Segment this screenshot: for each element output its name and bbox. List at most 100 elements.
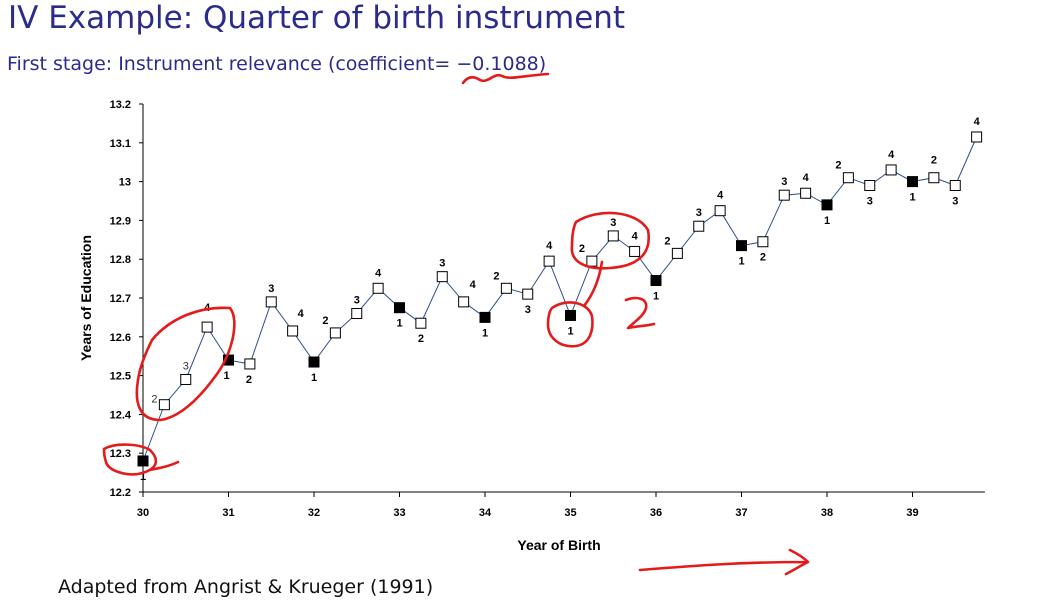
y-tick-label: 12.9 bbox=[110, 215, 131, 227]
quarter-label: 2 bbox=[835, 160, 841, 172]
quarter-marker bbox=[543, 255, 555, 267]
quarter-marker bbox=[842, 172, 854, 184]
x-tick-label: 39 bbox=[906, 507, 918, 519]
quarter-marker bbox=[329, 327, 341, 339]
quarter-marker bbox=[671, 247, 683, 259]
quarter-1-marker bbox=[308, 356, 320, 368]
x-tick-label: 33 bbox=[393, 507, 405, 519]
y-tick-label: 12.8 bbox=[110, 254, 131, 266]
quarter-marker bbox=[522, 288, 534, 300]
quarter-label: 4 bbox=[632, 230, 639, 242]
y-tick-label: 12.6 bbox=[110, 332, 131, 344]
quarter-marker bbox=[714, 205, 726, 217]
circle-1935-q1 bbox=[546, 260, 604, 348]
quarter-label: 4 bbox=[470, 279, 477, 291]
quarter-label: 3 bbox=[610, 217, 616, 229]
quarter-1-marker bbox=[394, 302, 405, 314]
quarter-label: 2 bbox=[664, 235, 670, 247]
quarter-marker bbox=[351, 308, 363, 320]
circle-1930-q1 bbox=[102, 443, 180, 476]
quarter-label: 2 bbox=[493, 270, 499, 282]
y-tick-label: 12.2 bbox=[110, 487, 131, 499]
quarter-label: 1 bbox=[311, 372, 317, 384]
quarter-marker bbox=[265, 296, 277, 308]
quarter-label: 3 bbox=[952, 195, 958, 207]
x-tick-label: 32 bbox=[308, 507, 320, 519]
quarter-label: 4 bbox=[974, 116, 981, 128]
quarter-marker bbox=[778, 189, 790, 201]
quarter-label: 3 bbox=[354, 295, 360, 307]
quarter-label: 3 bbox=[268, 283, 274, 295]
y-tick-label: 12.3 bbox=[110, 448, 131, 460]
slide-title: IV Example: Quarter of birth instrument bbox=[8, 0, 626, 36]
quarter-1-marker bbox=[821, 199, 833, 211]
x-tick-label: 30 bbox=[137, 507, 149, 519]
quarter-label: 1 bbox=[396, 318, 402, 330]
quarter-label: 1 bbox=[567, 325, 573, 337]
quarter-marker bbox=[800, 187, 812, 199]
handwritten-digit-2 bbox=[624, 296, 656, 330]
quarter-label: 3 bbox=[525, 304, 531, 316]
quarter-marker bbox=[586, 255, 598, 267]
y-tick-label: 12.4 bbox=[110, 409, 132, 421]
chart-axes: 12.212.312.412.512.612.712.812.91313.113… bbox=[110, 99, 985, 519]
quarter-marker bbox=[971, 131, 983, 143]
x-tick-label: 35 bbox=[564, 507, 576, 519]
quarter-label: 2 bbox=[246, 374, 252, 386]
quarter-label: 2 bbox=[579, 243, 585, 255]
quarter-1-marker bbox=[650, 275, 662, 287]
quarter-marker bbox=[757, 236, 769, 248]
source-note: Adapted from Angrist & Krueger (1991) bbox=[58, 576, 434, 598]
quarter-marker bbox=[949, 179, 961, 191]
y-axis-label: Years of Education bbox=[78, 235, 94, 361]
x-tick-label: 31 bbox=[222, 507, 234, 519]
x-tick-label: 37 bbox=[735, 507, 747, 519]
quarter-marker bbox=[415, 317, 427, 329]
quarter-label: 3 bbox=[781, 176, 787, 188]
education-series bbox=[137, 131, 983, 467]
quarter-label: 1 bbox=[824, 215, 830, 227]
quarter-label: 4 bbox=[375, 267, 382, 279]
handwritten-annotations bbox=[102, 72, 810, 576]
quarter-label: 4 bbox=[888, 149, 895, 161]
quarter-label: 2 bbox=[931, 155, 937, 167]
series-line bbox=[142, 136, 978, 462]
y-tick-label: 12.5 bbox=[110, 371, 131, 383]
quarter-marker bbox=[864, 179, 876, 191]
y-tick-label: 13.2 bbox=[110, 99, 131, 111]
subtitle-underline-scribble bbox=[461, 72, 550, 85]
quarter-label: 4 bbox=[803, 172, 810, 184]
quarter-marker bbox=[607, 230, 619, 242]
quarter-label: 4 bbox=[546, 240, 553, 252]
quarter-label: 2 bbox=[151, 394, 157, 406]
quarter-marker bbox=[158, 399, 170, 411]
quarter-label: 3 bbox=[867, 195, 873, 207]
y-tick-label: 13 bbox=[119, 177, 131, 189]
quarter-label: 3 bbox=[183, 360, 189, 372]
quarter-marker bbox=[244, 358, 256, 370]
quarter-marker bbox=[180, 373, 192, 385]
quarter-label: 2 bbox=[322, 315, 328, 327]
slide-subtitle: First stage: Instrument relevance (coeff… bbox=[7, 53, 547, 75]
quarter-label: 1 bbox=[140, 471, 146, 483]
x-tick-label: 36 bbox=[650, 507, 662, 519]
quarter-1-marker bbox=[137, 455, 149, 467]
quarter-marker bbox=[928, 172, 940, 184]
quarter-label: 3 bbox=[696, 207, 702, 219]
quarter-label: 1 bbox=[223, 370, 229, 382]
quarter-label: 1 bbox=[909, 192, 915, 204]
quarter-label: 1 bbox=[653, 291, 659, 303]
quarter-1-marker bbox=[479, 311, 491, 323]
x-tick-label: 38 bbox=[821, 507, 833, 519]
quarter-1-marker bbox=[907, 176, 918, 188]
quarter-label: 4 bbox=[717, 190, 724, 202]
quarter-marker bbox=[693, 220, 705, 232]
x-axis-label: Year of Birth bbox=[517, 537, 600, 553]
quarter-1-marker bbox=[736, 240, 747, 252]
quarter-label: 4 bbox=[298, 308, 305, 320]
quarter-label: 1 bbox=[482, 327, 488, 339]
quarter-marker bbox=[885, 164, 897, 176]
quarter-label: 3 bbox=[439, 258, 445, 270]
